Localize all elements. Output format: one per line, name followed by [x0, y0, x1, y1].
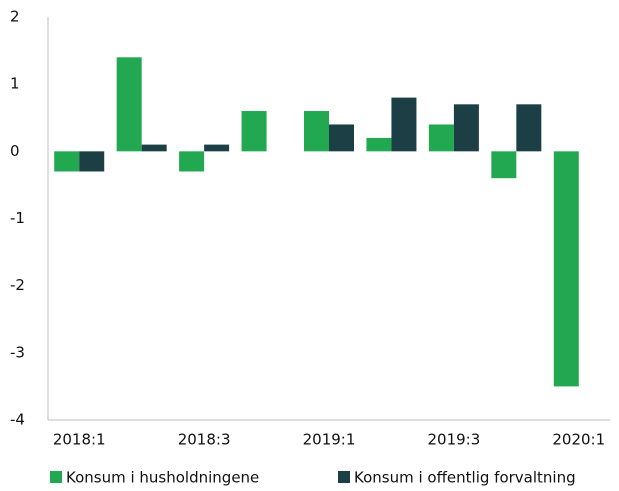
bar: [79, 151, 105, 172]
y-tick-label: 2: [10, 8, 20, 26]
bar: [428, 124, 454, 152]
legend-swatch: [338, 471, 350, 483]
bar: [204, 144, 230, 152]
x-tick-label: 2018:1: [53, 431, 106, 449]
bar: [491, 151, 517, 179]
bar: [179, 151, 205, 172]
y-tick-label: -2: [10, 276, 25, 294]
bar: [366, 137, 392, 152]
bar: [241, 111, 267, 152]
bar: [453, 104, 479, 152]
bar: [54, 151, 80, 172]
bar: [391, 97, 417, 152]
x-tick-label: 2018:3: [178, 431, 231, 449]
y-tick-label: 1: [10, 75, 20, 93]
bar: [141, 144, 167, 152]
legend-swatch: [50, 471, 62, 483]
x-tick-label: 2020:1: [552, 431, 605, 449]
x-tick-label: 2019:1: [303, 431, 356, 449]
legend-label: Konsum i offentlig forvaltning: [354, 469, 576, 487]
bar: [553, 151, 579, 387]
bar: [329, 124, 354, 152]
y-tick-label: -1: [10, 209, 25, 227]
bar: [516, 104, 542, 152]
bar: [116, 57, 142, 152]
y-tick-label: 0: [10, 142, 20, 160]
x-tick-label: 2019:3: [427, 431, 480, 449]
y-tick-label: -4: [10, 411, 25, 429]
y-tick-label: -3: [10, 343, 25, 361]
bar: [304, 111, 329, 152]
legend-label: Konsum i husholdningene: [66, 469, 259, 487]
